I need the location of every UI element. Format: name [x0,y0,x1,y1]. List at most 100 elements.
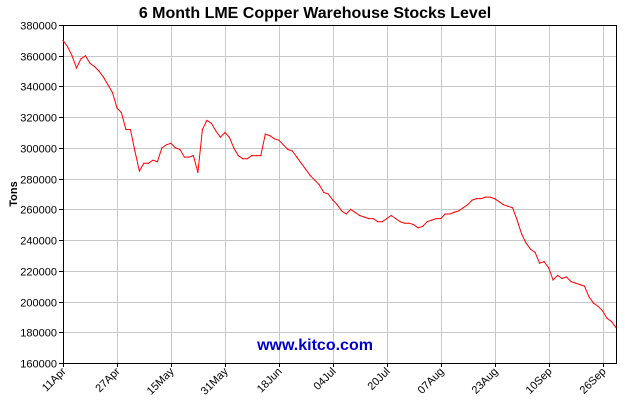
data-point [174,147,176,149]
data-point [449,213,451,215]
data-point [467,204,469,206]
x-tick-label: 20Jul [366,366,393,393]
data-point [386,218,388,220]
data-point [561,277,563,280]
plot-frame [63,25,617,364]
data-point [453,211,455,213]
data-point [71,55,73,57]
data-point [368,218,370,220]
chart-title: 6 Month LME Copper Warehouse Stocks Leve… [139,5,491,22]
x-tick-label: 10Sep [524,366,555,397]
y-tick-label: 380000 [20,21,57,33]
data-point [129,128,131,131]
data-point [579,284,581,286]
data-point [314,179,316,181]
y-axis: 160000 180000 200000 220000 240000 260000 2800… [20,21,63,371]
y-tick-label: 280000 [20,175,57,187]
data-point [278,139,280,141]
data-point [485,196,487,198]
data-point [570,281,572,283]
data-point [426,221,428,223]
data-point [583,285,586,287]
data-point [601,310,604,312]
data-point [89,62,91,64]
data-point [170,142,172,144]
data-point [592,302,595,304]
x-tick-label: 31May [199,365,231,397]
data-point [458,210,460,212]
data-point [233,147,235,149]
data-point [363,216,365,218]
data-point [462,207,464,209]
y-tick-label: 200000 [20,298,57,310]
data-point [309,175,311,177]
data-point [511,207,514,209]
data-point [66,45,69,48]
data-point [471,199,473,201]
data-point [413,224,415,226]
data-point [354,211,356,213]
data-point [111,92,114,94]
data-point [242,158,244,160]
data-point [521,233,523,235]
data-point [503,204,505,206]
data-point [152,159,154,161]
data-point [498,201,500,203]
data-point [210,122,212,124]
data-point [197,171,199,174]
data-point [327,193,329,195]
data-point [597,305,599,307]
data-point [269,135,271,137]
data-point [615,327,617,329]
data-point [237,155,239,157]
data-point [507,205,509,207]
y-tick-label: 300000 [20,144,57,156]
data-point [206,119,208,121]
data-point [516,219,518,221]
data-point [332,199,334,201]
data-point [534,251,536,253]
data-point [377,221,379,223]
watermark: www.kitco.com [256,337,373,354]
data-point [93,65,96,68]
data-point [102,76,105,78]
x-tick-label: 15May [145,365,177,397]
series-line-stocks [62,40,617,328]
data-point [525,242,527,244]
series-layer [62,39,617,329]
data-point [395,218,397,220]
x-tick-label: 04Jul [312,366,339,393]
data-point [264,133,266,135]
data-point [255,155,257,157]
data-point [359,214,361,217]
data-point [291,150,293,152]
data-point [282,144,284,146]
data-point [260,155,262,157]
data-point [440,218,442,220]
data-point [318,184,320,186]
data-point [476,198,478,200]
data-point [422,225,424,227]
data-point [183,156,185,158]
data-point [435,218,437,220]
data-point [381,221,383,223]
data-point [489,196,491,198]
data-point [543,261,545,263]
data-point [161,147,163,149]
data-point [552,279,554,281]
data-point [548,267,550,269]
y-tick-label: 240000 [20,236,57,248]
data-point [80,58,82,60]
data-point [305,168,307,170]
data-point [147,162,149,164]
data-point [138,170,140,172]
data-point [341,210,343,212]
data-point [192,155,194,157]
data-point [219,136,221,138]
data-point [372,218,374,220]
data-point [390,214,392,217]
y-tick-label: 360000 [20,52,57,64]
data-point [480,198,482,200]
data-point [215,130,217,132]
data-point [404,222,406,224]
